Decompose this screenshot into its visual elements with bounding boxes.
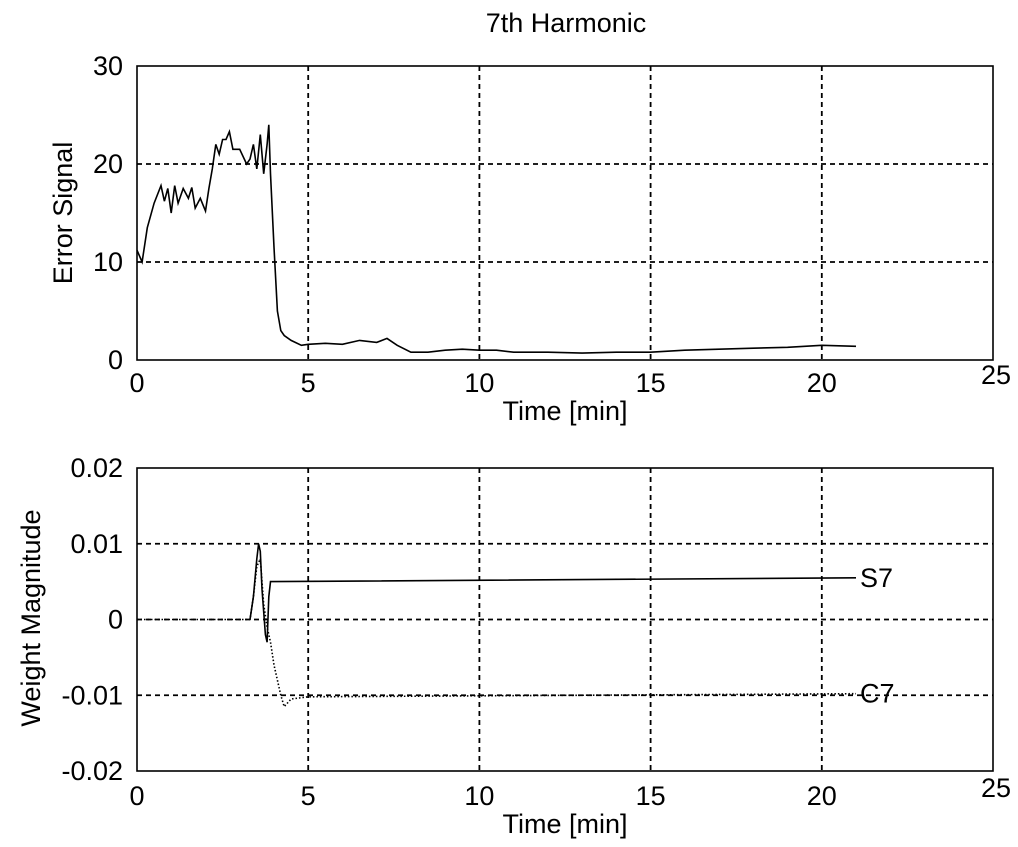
x-tick-label: 5 [301, 368, 316, 398]
x-tick-label: 15 [636, 781, 666, 811]
y-axis-label: Weight Magnitude [16, 509, 46, 726]
series-label-c7: C7 [860, 679, 895, 709]
x-tick-label: 5 [301, 781, 316, 811]
y-tick-label: -0.01 [61, 680, 123, 710]
x-tick-label: 15 [636, 368, 666, 398]
y-tick-label: 20 [93, 149, 123, 179]
error-signal-panel: 0 5 10 15 20 25 0 10 20 30 Time [min] Error Sign… [48, 51, 1011, 426]
x-tick-label: 10 [464, 781, 494, 811]
y-tick-labels: 0 10 20 30 [93, 51, 123, 375]
x-tick-labels: 0 5 10 15 20 25 [129, 360, 1011, 398]
x-tick-label: 25 [981, 360, 1011, 390]
chart-title: 7th Harmonic [486, 8, 647, 38]
y-tick-label: 0 [108, 345, 123, 375]
series-group: S7 C7 [137, 543, 895, 709]
x-tick-label: 0 [129, 781, 144, 811]
y-tick-label: 0.01 [70, 529, 123, 559]
series-group [136, 124, 857, 354]
x-axis-label: Time [min] [502, 809, 627, 839]
grid [137, 66, 993, 360]
x-tick-label: 20 [807, 781, 837, 811]
x-tick-labels: 0 5 10 15 20 25 [129, 773, 1011, 811]
series-line-s7 [249, 543, 857, 643]
x-tick-label: 10 [464, 368, 494, 398]
x-tick-label: 20 [807, 368, 837, 398]
x-tick-label: 0 [129, 368, 144, 398]
y-tick-label: 30 [93, 51, 123, 81]
weight-magnitude-panel: S7 C7 0 5 10 15 20 25 -0.02 -0.01 0 0.01 0.02 Time… [16, 453, 1011, 839]
x-tick-label: 25 [981, 773, 1011, 803]
x-axis-label: Time [min] [502, 396, 627, 426]
series-label-s7: S7 [860, 563, 893, 593]
y-axis-label: Error Signal [48, 142, 78, 285]
plot-frame [136, 65, 994, 361]
y-tick-label: 0.02 [70, 453, 123, 483]
series-line [136, 124, 857, 354]
y-tick-label: -0.02 [61, 756, 123, 786]
y-tick-label: 10 [93, 247, 123, 277]
y-tick-labels: -0.02 -0.01 0 0.01 0.02 [61, 453, 123, 786]
y-tick-label: 0 [108, 605, 123, 635]
